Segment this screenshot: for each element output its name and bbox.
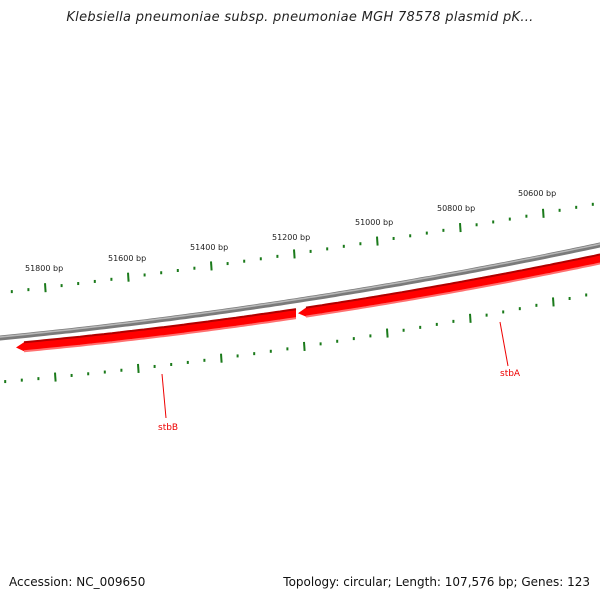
major-tick [542,208,545,218]
gene-stbA[interactable] [298,252,600,318]
major-tick [127,272,130,282]
major-tick [469,313,472,323]
major-tick [303,341,306,351]
backbone-highlight [0,243,600,338]
gene-highlight [305,262,600,318]
major-tick [552,297,555,307]
major-tick [210,261,213,271]
accession-text: Accession: NC_009650 [9,575,146,589]
tick-label: 51000 bp [355,218,393,227]
tick-label: 50600 bp [518,189,556,198]
map-title: Klebsiella pneumoniae subsp. pneumoniae … [66,10,534,25]
gene-label-leader [161,373,167,419]
major-tick [376,236,379,246]
tick-label: 51800 bp [25,264,63,273]
major-tick [44,283,47,293]
backbone-ring [0,242,600,341]
topology-text: Topology: circular; Length: 107,576 bp; … [283,575,590,589]
tick-label: 51400 bp [190,243,228,252]
major-tick [54,372,57,382]
gene-label-stbA[interactable]: stbA [500,369,521,379]
tick-label: 51600 bp [108,254,146,263]
gene-stbB[interactable] [16,308,297,353]
gene-label-leader [499,321,509,367]
tick-label: 50800 bp [437,204,475,213]
tick-label: 51200 bp [272,233,310,242]
gene-shading [305,253,600,309]
major-tick [293,249,296,259]
major-tick [386,328,389,338]
major-tick [137,363,140,373]
genes [16,252,600,353]
gene-shading [23,308,297,344]
gene-label-stbB[interactable]: stbB [158,423,178,433]
tick-marks [4,202,594,384]
major-tick [220,353,223,363]
gene-highlight [23,317,297,353]
major-tick [459,223,462,233]
